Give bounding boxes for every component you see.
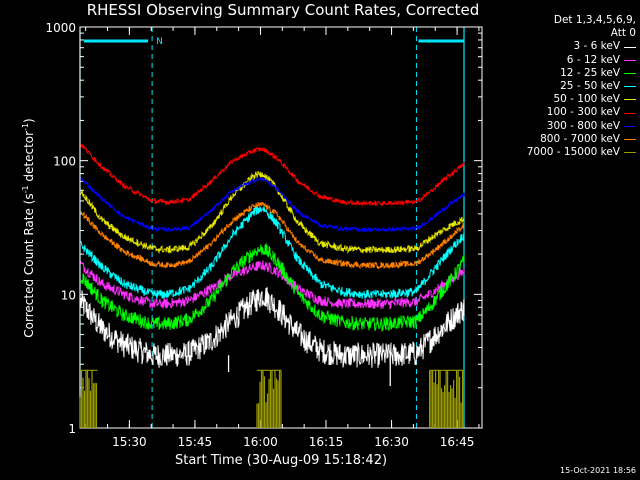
legend-entry: 50 - 100 keV: [466, 93, 636, 106]
series-line-3to6keV: [80, 287, 465, 368]
legend-entry-label: 3 - 6 keV: [573, 40, 620, 53]
series-line-12to25keV: [80, 242, 465, 333]
x-tick-label: 16:30: [374, 435, 409, 449]
legend-entry-label: 800 - 7000 keV: [540, 132, 620, 145]
legend-swatch: [624, 46, 636, 48]
y-tick-label: 1: [68, 422, 76, 436]
y-tick-label: 1000: [45, 21, 76, 35]
legend-entry-label: 50 - 100 keV: [553, 93, 620, 106]
legend-swatch: [624, 59, 636, 61]
y-axis-label: Corrected Count Rate (s-1 detector-1): [21, 118, 36, 338]
night-label: N: [156, 37, 163, 47]
series-line-800to7000keV: [80, 201, 465, 270]
x-tick-label: 16:45: [440, 435, 475, 449]
legend-entry-label: 25 - 50 keV: [560, 80, 620, 93]
legend-swatch: [624, 99, 636, 101]
legend: Det 1,3,4,5,6,9, Att 0 3 - 6 keV 6 - 12 k…: [466, 14, 636, 159]
legend-entry: 100 - 300 keV: [466, 106, 636, 119]
legend-entry: 300 - 800 keV: [466, 120, 636, 133]
series-line-300to800keV: [80, 176, 465, 233]
footer-date: 15-Oct-2021 18:56: [560, 466, 636, 475]
legend-swatch: [624, 125, 636, 127]
x-tick-label: 15:45: [178, 435, 213, 449]
legend-entry: 800 - 7000 keV: [466, 133, 636, 146]
y-tick-label: 100: [53, 155, 76, 169]
legend-entry-label: 7000 - 15000 keV: [526, 146, 620, 159]
legend-entry-label: 6 - 12 keV: [566, 53, 620, 66]
legend-entry: 12 - 25 keV: [466, 67, 636, 80]
x-tick-label: 16:15: [309, 435, 344, 449]
legend-entry: 6 - 12 keV: [466, 54, 636, 67]
legend-entry-label: 100 - 300 keV: [546, 106, 620, 119]
legend-swatch: [624, 86, 636, 88]
x-axis-label: Start Time (30-Aug-09 15:18:42): [174, 453, 388, 468]
legend-swatch: [624, 152, 636, 154]
legend-swatch: [624, 112, 636, 114]
legend-swatch: [624, 138, 636, 140]
series-line-7000to15000keV: [79, 369, 464, 428]
legend-detector-line-1: Det 1,3,4,5,6,9,: [553, 14, 636, 26]
y-tick-label: 10: [61, 288, 76, 302]
legend-entry-label: 12 - 25 keV: [560, 66, 620, 79]
series-line-100to300keV: [80, 144, 465, 207]
legend-entry-label: 300 - 800 keV: [546, 119, 620, 132]
legend-entry: 3 - 6 keV: [466, 40, 636, 53]
x-tick-label: 16:00: [243, 435, 278, 449]
series-line-50to100keV: [80, 170, 465, 255]
legend-detector-line-2: Att 0: [610, 27, 636, 40]
legend-swatch: [624, 72, 636, 74]
chart-title: RHESSI Observing Summary Count Rates, Co…: [86, 1, 480, 19]
legend-entry: 25 - 50 keV: [466, 80, 636, 93]
series-line-25to50keV: [80, 205, 465, 300]
legend-entry: 7000 - 15000 keV: [466, 146, 636, 159]
x-tick-label: 15:30: [112, 435, 147, 449]
series-line-6to12keV: [80, 260, 465, 310]
